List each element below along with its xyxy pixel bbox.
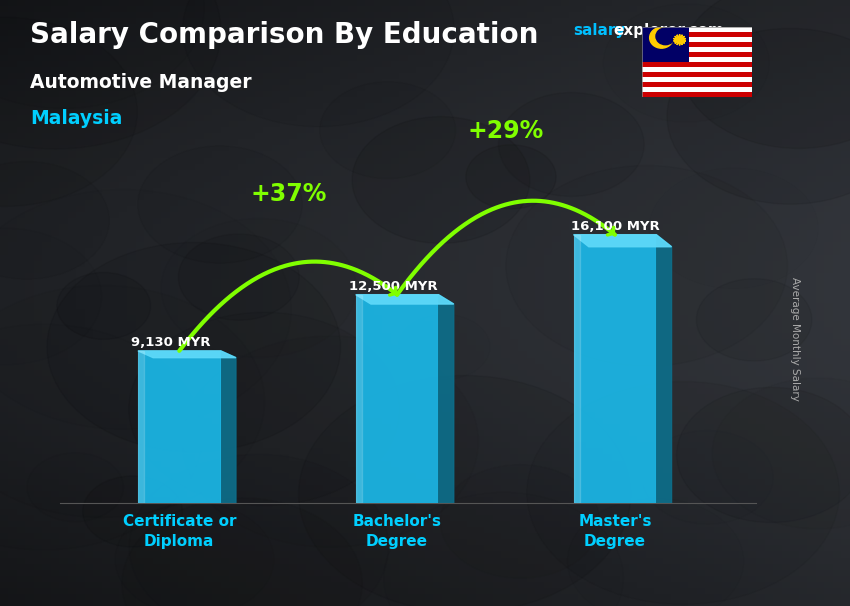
Text: Malaysia: Malaysia [30,109,122,128]
Bar [138,351,221,503]
Bar [642,57,752,62]
Text: Automotive Manager: Automotive Manager [30,73,252,92]
Polygon shape [355,295,362,503]
Circle shape [57,273,150,339]
Circle shape [0,18,138,207]
Circle shape [0,0,221,149]
Text: +37%: +37% [250,182,326,205]
Text: +29%: +29% [468,119,544,142]
Bar [642,72,752,77]
Text: Salary Comparison By Education: Salary Comparison By Education [30,21,538,49]
Polygon shape [656,235,672,503]
Circle shape [696,279,812,361]
Bar [642,47,752,52]
Polygon shape [574,235,672,247]
Bar [642,67,752,72]
Text: 9,130 MYR: 9,130 MYR [132,336,211,349]
Text: 16,100 MYR: 16,100 MYR [571,219,660,233]
Circle shape [656,28,675,45]
Bar [642,62,752,67]
Bar [355,295,439,503]
Bar [642,37,752,42]
Text: 12,500 MYR: 12,500 MYR [349,279,438,293]
Bar [642,32,752,37]
Bar [642,92,752,97]
Polygon shape [355,295,454,304]
Circle shape [649,27,673,48]
Bar [574,235,656,503]
Circle shape [298,376,631,606]
Bar [642,42,752,47]
Circle shape [667,28,850,204]
Polygon shape [673,34,686,45]
Bar [642,82,752,87]
Polygon shape [138,351,236,358]
Circle shape [677,387,850,522]
Bar [642,52,752,57]
Circle shape [82,476,183,547]
Polygon shape [439,295,454,503]
Circle shape [680,0,850,148]
Circle shape [352,116,530,244]
Text: Average Monthly Salary: Average Monthly Salary [790,278,800,401]
Circle shape [47,242,341,452]
Text: explorer.com: explorer.com [614,23,724,38]
Circle shape [178,234,299,320]
Text: salary: salary [574,23,626,38]
Polygon shape [221,351,236,503]
Polygon shape [574,235,580,503]
Bar [642,77,752,82]
Bar [642,27,752,32]
Circle shape [466,145,556,209]
Bar [642,87,752,92]
Circle shape [498,93,644,196]
Bar [642,27,689,62]
Circle shape [129,312,399,505]
Polygon shape [138,351,145,503]
